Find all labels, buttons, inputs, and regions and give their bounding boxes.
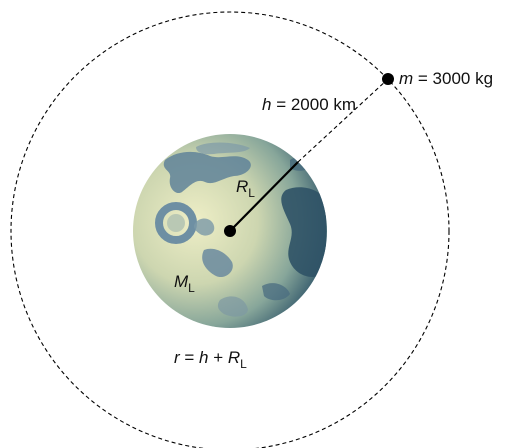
moon-crater-center <box>167 214 185 232</box>
moon-mare-cap <box>196 142 250 155</box>
satellite-mass-equals: = <box>413 69 432 88</box>
moon-mare-lower <box>202 248 233 278</box>
satellite-mass-label: m = 3000 kg <box>399 69 493 88</box>
moon-mare-bottom <box>217 296 248 317</box>
moon-radius-label: RL <box>236 177 255 200</box>
moon-mare-right <box>281 187 326 277</box>
altitude-label: h = 2000 km <box>262 95 356 114</box>
orbit-radius-plus: + <box>209 348 228 367</box>
orbit-radius-eq: = <box>180 348 199 367</box>
satellite-mass-symbol: m <box>399 69 413 88</box>
moon-mare-right-top <box>290 157 312 171</box>
moon-center-dot <box>224 225 236 237</box>
altitude-line <box>297 78 389 163</box>
orbit-radius-R: R <box>228 348 240 367</box>
orbit-radius-h: h <box>199 348 208 367</box>
moon-crater-ring <box>155 202 197 244</box>
moon-mass-subscript: L <box>188 281 195 295</box>
moon-mare-top <box>163 151 251 194</box>
satellite-mass-value: 3000 kg <box>433 69 494 88</box>
satellite-dot <box>382 73 394 85</box>
orbit-radius-label: r = h + RL <box>174 348 247 371</box>
altitude-symbol: h <box>262 95 271 114</box>
altitude-equals: = <box>271 95 290 114</box>
moon-mare-small <box>193 218 215 236</box>
orbit-path <box>10 11 450 448</box>
moon-radius-symbol: R <box>236 177 248 196</box>
altitude-value: 2000 km <box>291 95 356 114</box>
radius-line <box>229 161 299 232</box>
moon-mass-label: ML <box>174 272 195 295</box>
moon-mare-right-bottom <box>262 283 290 301</box>
moon-radius-subscript: L <box>248 186 255 200</box>
orbit-radius-subscript: L <box>240 357 247 371</box>
moon-mass-symbol: M <box>174 272 189 291</box>
orbit-radius-lhs: r <box>174 348 181 367</box>
